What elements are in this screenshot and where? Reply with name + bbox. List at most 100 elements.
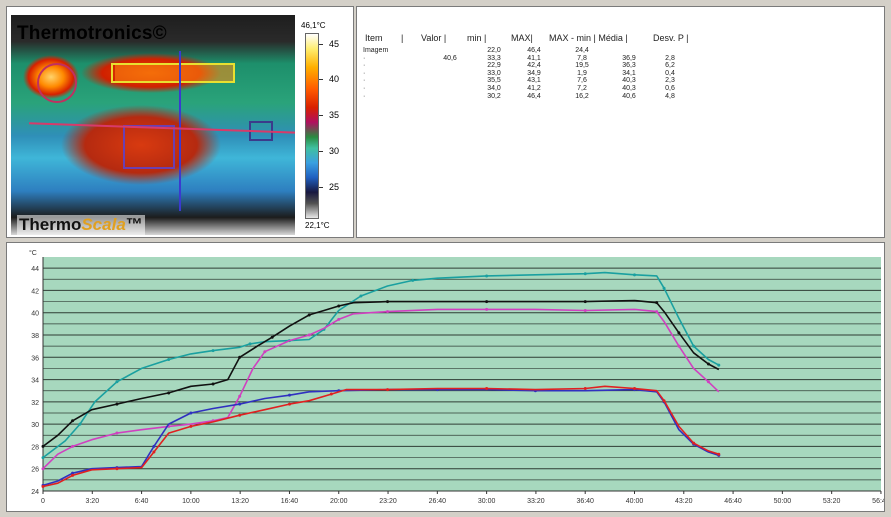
data-point: [485, 386, 489, 390]
data-point: [655, 310, 659, 314]
x-tick-label: 23:20: [379, 498, 397, 505]
table-cell-media: 34,1: [622, 69, 636, 77]
table-cell-media: 40,6: [622, 92, 636, 100]
data-point: [655, 301, 659, 305]
table-row[interactable]: · 40,6 33,3 41,1 7,8 36,9 2,8: [363, 55, 693, 63]
colorbar-tick: [319, 44, 323, 45]
header-desv[interactable]: Desv. P |: [653, 33, 689, 43]
data-point: [717, 452, 721, 456]
x-tick-label: 30:00: [478, 498, 496, 505]
data-point: [41, 444, 45, 448]
table-cell-media: 40,3: [622, 84, 636, 92]
header-valor[interactable]: Valor |: [421, 33, 447, 43]
data-point: [41, 467, 45, 471]
table-cell-media: 40,3: [622, 77, 636, 85]
header-separator: |: [401, 33, 404, 43]
data-point: [706, 380, 710, 384]
table-cell-max: 43,1: [527, 77, 541, 85]
thermal-image[interactable]: Thermotronics© ThermoScala™: [11, 15, 295, 235]
table-cell-media: [611, 47, 647, 55]
table-cell-desv: 2,3: [665, 77, 675, 85]
data-point: [329, 392, 333, 396]
data-point: [211, 382, 215, 386]
series-line-0[interactable]: [42, 271, 720, 459]
table-row[interactable]: · 30,2 46,4 16,2 40,6 4,8: [363, 93, 693, 101]
data-point: [583, 300, 587, 304]
table-cell-min: 34,0: [487, 84, 501, 92]
table-cell-valor: [427, 62, 473, 70]
data-point: [386, 310, 390, 314]
data-point: [706, 362, 710, 366]
data-point: [71, 419, 75, 423]
series-line-1[interactable]: [42, 299, 720, 448]
roi-rectangle-yellow[interactable]: [111, 63, 235, 83]
table-row[interactable]: · 34,0 41,2 7,2 40,3 0,6: [363, 85, 693, 93]
table-cell-max: 41,2: [527, 84, 541, 92]
data-point: [71, 471, 75, 475]
thermoscala-logo: ThermoScala™: [17, 215, 145, 235]
header-item[interactable]: Item: [365, 33, 383, 43]
data-point: [71, 473, 75, 477]
table-cell-item: Imagem: [363, 47, 389, 54]
plot-area: [43, 257, 881, 491]
x-tick-label: 0: [41, 498, 45, 505]
table-cell-item: ·: [363, 54, 366, 62]
x-tick-label: 13:20: [231, 498, 249, 505]
table-cell-valor: [427, 85, 473, 93]
data-point: [248, 342, 252, 346]
data-point: [71, 444, 75, 448]
data-point: [337, 304, 341, 308]
table-cell-item: ·: [363, 84, 366, 92]
x-tick-label: 3:20: [85, 498, 99, 505]
data-point: [337, 317, 341, 321]
data-point: [307, 313, 311, 317]
roi-vertical-line[interactable]: [179, 51, 181, 211]
table-row[interactable]: · 22,9 42,4 19,5 36,3 6,2: [363, 62, 693, 70]
header-min[interactable]: min |: [467, 33, 487, 43]
data-point: [386, 388, 390, 392]
data-point: [41, 485, 45, 489]
table-cell-desv: 0,4: [665, 69, 675, 77]
y-tick-label: 42: [31, 288, 39, 295]
x-tick-label: 26:40: [429, 498, 447, 505]
x-tick-label: 10:00: [182, 498, 200, 505]
table-cell-max: 46,4: [527, 47, 541, 54]
data-point: [270, 335, 274, 339]
table-row[interactable]: Imagem 22,0 46,4 24,4: [363, 47, 693, 55]
colorbar-tick: [319, 79, 323, 80]
data-point: [677, 344, 681, 348]
y-tick-label: 28: [31, 444, 39, 451]
y-axis-label: °C: [29, 249, 37, 257]
scale-tick-label: 45: [329, 39, 340, 49]
data-point: [485, 274, 489, 278]
scale-tick-label: 25: [329, 182, 340, 192]
data-point: [115, 467, 119, 471]
roi-circle[interactable]: [37, 63, 77, 103]
table-cell-desv: [647, 47, 693, 55]
table-cell-min: 33,0: [487, 69, 501, 77]
table-cell-maxmin: 1,9: [577, 69, 587, 77]
temperature-chart[interactable]: 24 26 28 30 32 34 36 38 40 42 44 °C 0 3:20 6:40 10:00 13…: [7, 243, 884, 511]
header-max[interactable]: MAX|: [511, 33, 533, 43]
table-cell-maxmin: 7,2: [577, 84, 587, 92]
statistics-table: Imagem 22,0 46,4 24,4 · 40,6 33,3 41,1 7,8 36,9 2,…: [363, 47, 693, 100]
data-point: [692, 344, 696, 348]
data-point: [485, 307, 489, 311]
table-row[interactable]: · 35,5 43,1 7,6 40,3 2,3: [363, 77, 693, 85]
data-point: [288, 402, 292, 406]
data-point: [583, 308, 587, 312]
x-tick-label: 43:20: [675, 498, 693, 505]
roi-rectangle-purple[interactable]: [123, 125, 175, 169]
scale-tick-label: 30: [329, 146, 340, 156]
table-row[interactable]: · 33,0 34,9 1,9 34,1 0,4: [363, 70, 693, 78]
data-point: [167, 358, 171, 362]
header-maxmin-media[interactable]: MAX - min | Média |: [549, 33, 628, 43]
logo-part-scala: Scala: [81, 215, 126, 234]
x-tick-label: 50:00: [774, 498, 792, 505]
data-point: [263, 350, 267, 354]
y-tick-label: 32: [31, 400, 39, 407]
data-point: [359, 294, 363, 298]
series-line-2[interactable]: [42, 308, 720, 470]
data-point: [189, 424, 193, 428]
table-cell-desv: 2,8: [665, 54, 675, 62]
